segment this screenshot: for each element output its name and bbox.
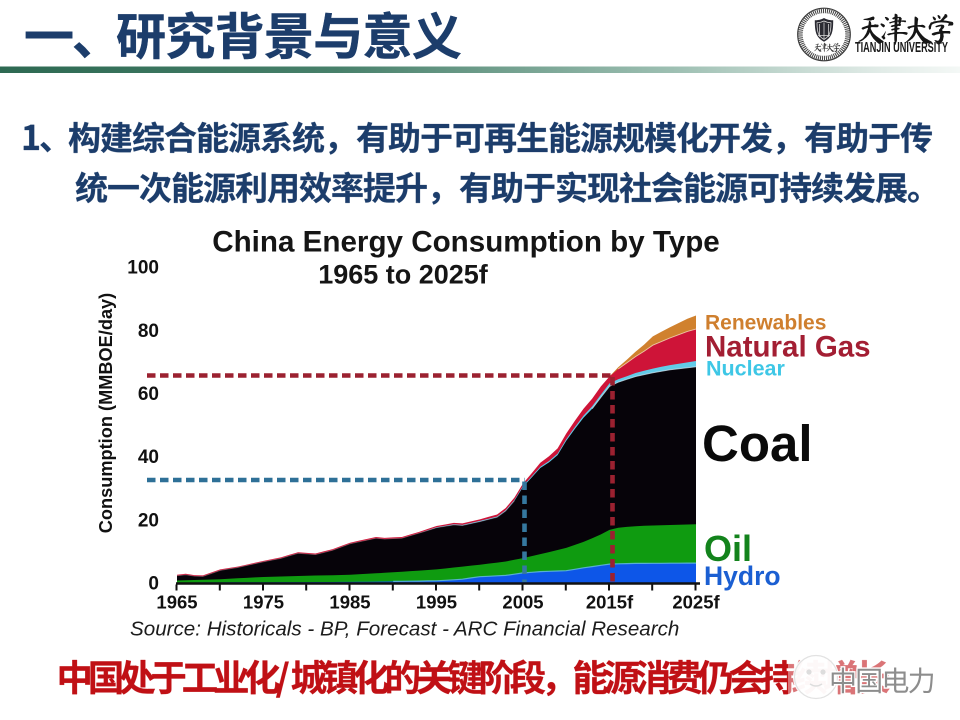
svg-text:Oil: Oil (704, 528, 752, 569)
svg-text:1965: 1965 (156, 592, 197, 613)
svg-text:1985: 1985 (329, 592, 370, 613)
svg-text:2025f: 2025f (672, 592, 720, 613)
svg-text:1995: 1995 (416, 592, 457, 613)
svg-text:20: 20 (138, 510, 159, 531)
svg-text:Consumption (MMBOE/day): Consumption (MMBOE/day) (96, 293, 116, 533)
svg-text:Hydro: Hydro (704, 561, 781, 591)
svg-text:1975: 1975 (243, 592, 284, 613)
svg-text:2005: 2005 (502, 592, 543, 613)
svg-text:Renewables: Renewables (705, 312, 826, 335)
svg-text:60: 60 (138, 384, 159, 405)
svg-text:40: 40 (138, 447, 159, 468)
svg-text:100: 100 (127, 258, 159, 279)
svg-text:TIANJIN UNIVERSITY: TIANJIN UNIVERSITY (855, 40, 948, 56)
svg-text:80: 80 (138, 321, 159, 342)
svg-text:2015f: 2015f (586, 592, 634, 613)
svg-text:Nuclear: Nuclear (706, 357, 786, 381)
svg-text:0: 0 (148, 574, 159, 595)
svg-text:Coal: Coal (702, 415, 813, 472)
svg-text:1965 to 2025f: 1965 to 2025f (318, 260, 489, 290)
svg-text:Natural Gas: Natural Gas (705, 331, 871, 364)
svg-text:Source: Historicals - BP, Fore: Source: Historicals - BP, Forecast - ARC… (130, 618, 679, 641)
svg-text:China Energy Consumption by Ty: China Energy Consumption by Type (212, 226, 720, 259)
